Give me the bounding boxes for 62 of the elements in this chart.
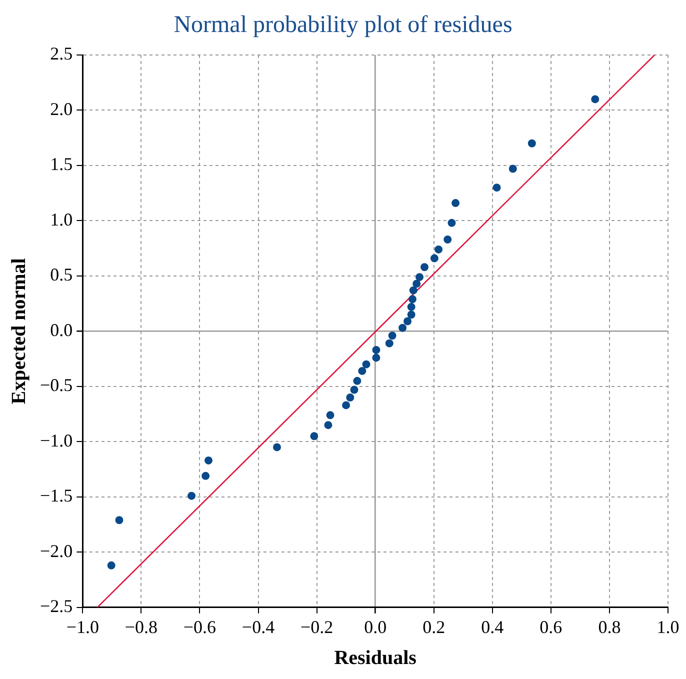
y-tick-label: 0.0 <box>50 320 73 340</box>
point <box>350 386 358 394</box>
chart-title: Normal probability plot of residues <box>172 12 514 39</box>
point <box>204 456 212 464</box>
x-tick-label: 0.4 <box>481 616 504 637</box>
y-tick-label: −1.0 <box>40 430 73 450</box>
point <box>388 332 396 340</box>
point <box>326 411 334 420</box>
y-axis-title: Expected normal <box>8 258 30 404</box>
point <box>416 273 424 282</box>
point <box>408 295 416 304</box>
point <box>508 164 517 173</box>
point <box>448 218 456 227</box>
point <box>362 360 370 368</box>
point <box>346 393 354 402</box>
point <box>452 199 460 208</box>
point <box>358 366 366 375</box>
x-tick-label: 1.0 <box>656 616 680 637</box>
point <box>492 184 501 192</box>
point <box>420 263 428 272</box>
y-tick-label: 1.0 <box>50 209 73 230</box>
point <box>591 95 600 104</box>
y-tick-label: 1.5 <box>50 154 73 174</box>
x-axis-title: Residuals <box>334 647 417 670</box>
x-tick-label: −0.2 <box>300 616 334 637</box>
x-tick-label: 0.2 <box>422 616 446 637</box>
point <box>528 139 536 148</box>
point <box>272 443 281 452</box>
x-tick-label: 0.6 <box>540 616 562 637</box>
y-tick-label: −2.0 <box>40 540 73 561</box>
point <box>444 236 452 244</box>
point <box>409 286 418 294</box>
point <box>107 561 116 570</box>
point <box>115 516 124 524</box>
y-tick-label: −2.5 <box>40 596 73 616</box>
x-tick-label: −1.0 <box>66 616 99 637</box>
point <box>342 401 350 410</box>
point <box>353 376 362 385</box>
y-tick-label: −1.5 <box>40 486 73 506</box>
y-tick-label: −0.5 <box>40 375 73 396</box>
point <box>412 280 421 288</box>
point <box>430 254 438 262</box>
point <box>202 472 210 480</box>
point <box>372 354 380 362</box>
point <box>404 317 412 326</box>
x-tick-label: −0.6 <box>183 616 216 637</box>
point <box>398 324 407 332</box>
point <box>407 310 416 319</box>
point <box>372 346 380 354</box>
point <box>310 432 318 440</box>
point <box>407 302 416 311</box>
y-tick-label: 2.0 <box>50 98 73 119</box>
point <box>188 492 196 500</box>
x-tick-label: −0.8 <box>124 616 158 637</box>
point <box>434 245 443 254</box>
x-tick-label: 0.8 <box>598 616 621 637</box>
y-tick-label: 0.5 <box>50 264 73 285</box>
y-tick-label: 2.5 <box>50 44 73 64</box>
x-tick-label: 0.0 <box>364 616 387 637</box>
point <box>324 421 332 430</box>
x-tick-label: −0.4 <box>242 616 275 637</box>
point <box>385 339 394 348</box>
